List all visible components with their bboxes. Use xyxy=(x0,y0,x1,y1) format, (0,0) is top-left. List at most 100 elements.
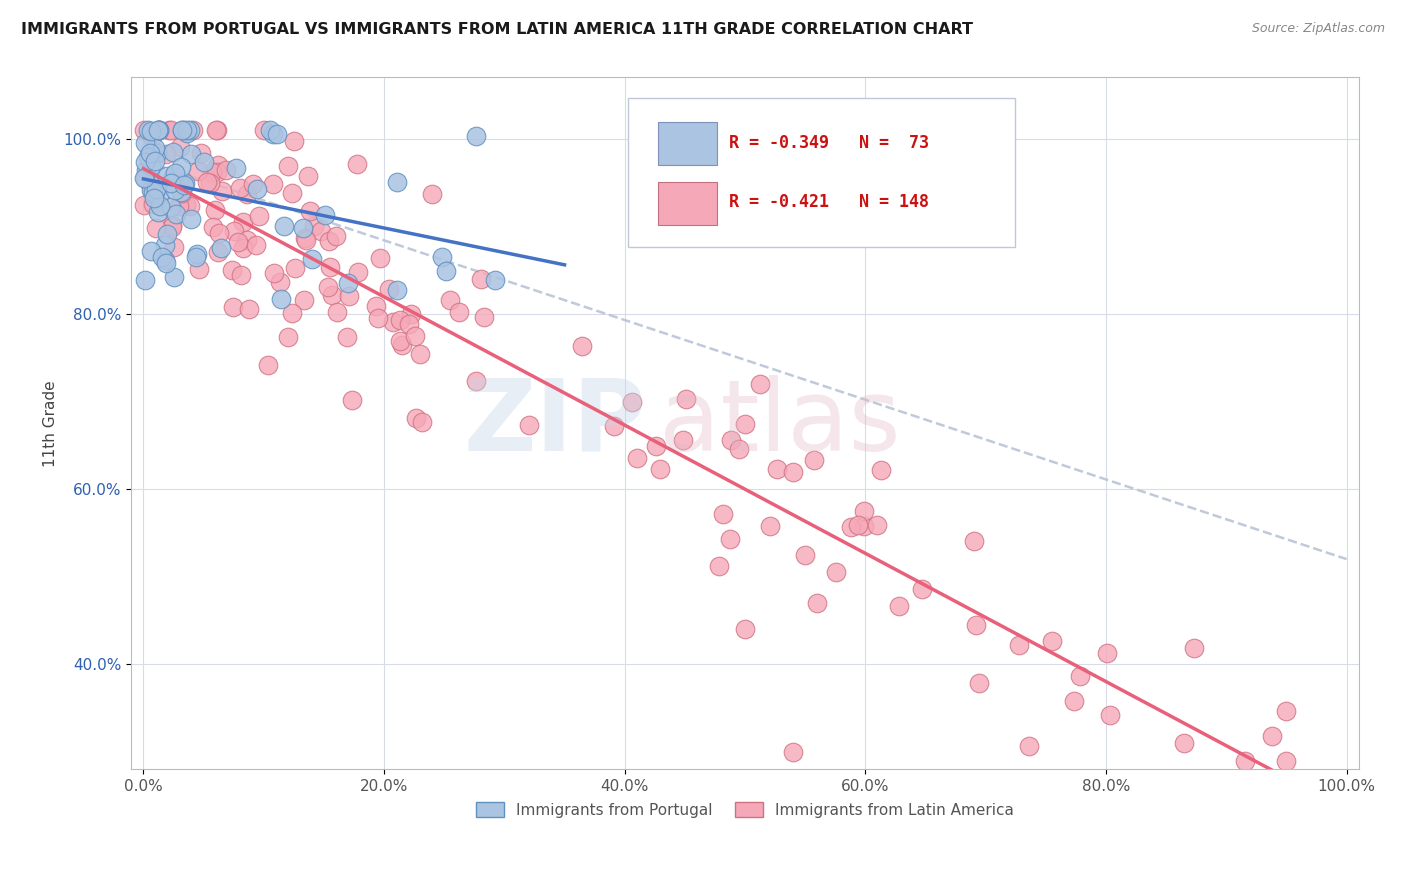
Point xyxy=(150,250,173,264)
Point xyxy=(142,197,165,211)
Point xyxy=(134,171,156,186)
Point xyxy=(388,313,411,327)
Point xyxy=(277,159,299,173)
Point xyxy=(159,123,181,137)
Point xyxy=(139,183,162,197)
Point xyxy=(236,187,259,202)
Point xyxy=(347,264,370,278)
Point xyxy=(236,234,259,248)
Point xyxy=(245,237,267,252)
Point xyxy=(391,338,413,352)
Point xyxy=(143,141,166,155)
Point xyxy=(134,273,156,287)
Point xyxy=(141,124,163,138)
Point xyxy=(969,676,991,690)
Point xyxy=(304,219,326,234)
Point xyxy=(382,316,405,330)
Point xyxy=(136,150,159,164)
Point xyxy=(889,599,911,614)
Point xyxy=(165,166,187,180)
Point xyxy=(1069,669,1091,683)
Point xyxy=(134,171,156,186)
Point xyxy=(620,394,643,409)
Point xyxy=(146,123,169,137)
Point xyxy=(155,147,177,161)
Point xyxy=(318,235,340,249)
Point xyxy=(187,164,209,178)
Point xyxy=(301,252,323,266)
Point xyxy=(165,207,187,221)
Point xyxy=(727,442,749,457)
Point xyxy=(420,186,443,201)
Point xyxy=(294,231,316,245)
Point xyxy=(1274,754,1296,768)
Point xyxy=(162,220,184,235)
Point xyxy=(839,519,862,533)
Point xyxy=(141,244,163,259)
Text: ZIP: ZIP xyxy=(464,375,647,472)
Point xyxy=(134,136,156,150)
Point xyxy=(870,462,893,476)
Point xyxy=(176,123,198,137)
Point xyxy=(911,582,934,596)
Point xyxy=(734,417,756,431)
Point xyxy=(294,233,316,247)
Point xyxy=(193,155,215,169)
Point xyxy=(180,146,202,161)
Point xyxy=(156,169,179,183)
Point xyxy=(238,302,260,317)
Point xyxy=(316,280,339,294)
Point xyxy=(734,622,756,636)
Point xyxy=(367,310,389,325)
Point xyxy=(173,178,195,193)
Point xyxy=(720,434,742,448)
Point xyxy=(759,519,782,533)
Point xyxy=(229,268,252,282)
Point xyxy=(298,203,321,218)
Bar xyxy=(658,122,717,165)
Point xyxy=(645,439,668,453)
Point xyxy=(229,180,252,194)
Point xyxy=(1040,634,1063,648)
Point xyxy=(1275,704,1298,718)
Point xyxy=(803,453,825,467)
Point xyxy=(794,548,817,562)
Point xyxy=(184,251,207,265)
Point xyxy=(153,252,176,267)
Point xyxy=(179,199,201,213)
Point xyxy=(340,393,363,408)
Point xyxy=(1008,638,1031,652)
Point xyxy=(156,227,179,241)
Point xyxy=(148,204,170,219)
Point xyxy=(321,288,343,302)
Point xyxy=(170,160,193,174)
Point xyxy=(148,189,170,203)
Point xyxy=(297,169,319,184)
Point xyxy=(176,126,198,140)
FancyBboxPatch shape xyxy=(628,98,1015,247)
Point xyxy=(208,226,231,240)
Point xyxy=(172,175,194,189)
Point xyxy=(222,224,245,238)
Point xyxy=(470,272,492,286)
Point xyxy=(198,176,221,190)
Point xyxy=(853,504,876,518)
Point xyxy=(718,533,741,547)
Point xyxy=(398,318,420,332)
Point xyxy=(1182,641,1205,656)
Point xyxy=(132,123,155,137)
Point xyxy=(174,198,197,212)
Point xyxy=(146,123,169,137)
Point xyxy=(336,277,359,291)
Point xyxy=(257,358,280,372)
Point xyxy=(277,329,299,343)
Point xyxy=(172,186,194,200)
Point xyxy=(439,293,461,307)
Point xyxy=(1099,708,1122,723)
Point xyxy=(404,329,426,343)
Legend: Immigrants from Portugal, Immigrants from Latin America: Immigrants from Portugal, Immigrants fro… xyxy=(470,796,1019,824)
Point xyxy=(145,221,167,235)
Point xyxy=(148,123,170,137)
Point xyxy=(201,165,224,179)
Point xyxy=(165,183,187,197)
